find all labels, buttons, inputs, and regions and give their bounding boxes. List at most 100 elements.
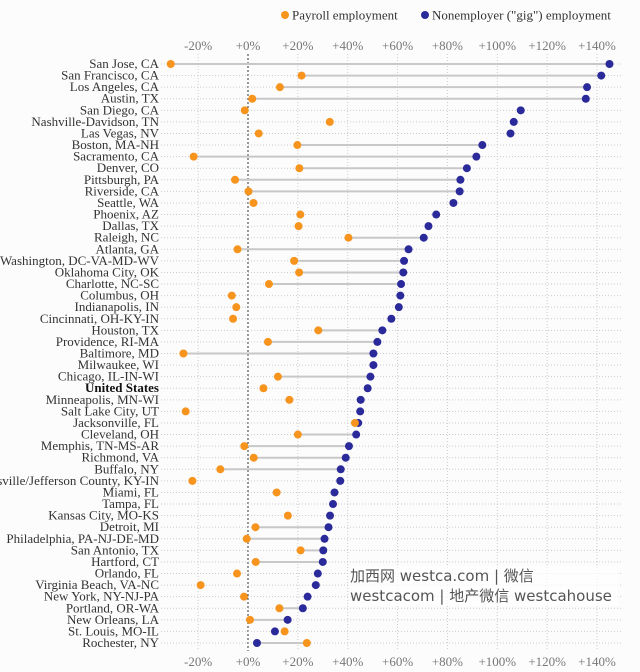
payroll-dot [232, 303, 241, 312]
gig-dot [400, 256, 409, 265]
gig-dot [352, 430, 361, 439]
row-label: Raleigh, NC [94, 230, 159, 245]
row-label: Miami, FL [103, 484, 159, 499]
gig-dot [318, 557, 327, 566]
gig-dot [387, 314, 396, 323]
gig-dot [341, 453, 350, 462]
payroll-dot [248, 94, 257, 103]
row-label: San Jose, CA [89, 56, 159, 71]
row-label: Jacksonville, FL [73, 415, 159, 430]
row-label: Dallas, TX [102, 218, 159, 233]
payroll-dot [189, 152, 198, 161]
x-tick-label-bottom: +20% [282, 654, 313, 669]
gig-dot [252, 639, 261, 647]
x-tick-label-bottom: +80% [432, 654, 463, 669]
payroll-dot [233, 569, 242, 578]
row-label: Rochester, NY [82, 635, 159, 650]
payroll-dot [251, 557, 260, 566]
payroll-dot [264, 280, 273, 289]
row-label: New York, NY-NJ-PA [44, 589, 160, 604]
payroll-dot [344, 233, 353, 242]
gig-dot [324, 523, 333, 532]
payroll-dot [196, 581, 205, 590]
payroll-dot [295, 164, 304, 173]
gig-dot [516, 106, 525, 115]
gig-dot [373, 337, 382, 346]
gig-dot [344, 442, 353, 451]
row-label: Los Angeles, CA [70, 79, 160, 94]
payroll-dot [293, 141, 302, 150]
gig-dot [369, 349, 378, 358]
gig-dot [583, 83, 592, 92]
payroll-dot [249, 453, 258, 462]
row-label: Detroit, MI [100, 519, 159, 534]
row-label: New Orleans, LA [67, 612, 160, 627]
gig-dot [363, 384, 372, 393]
row-label: Atlanta, GA [95, 241, 159, 256]
payroll-dot [233, 245, 242, 254]
row-label: San Francisco, CA [61, 68, 159, 83]
x-tick-label-bottom: -20% [184, 654, 212, 669]
payroll-dot [245, 615, 254, 624]
payroll-dot [293, 430, 302, 439]
payroll-dot [242, 534, 251, 543]
payroll-dot [296, 546, 305, 555]
row-label: Nashville-Davidson, TN [31, 114, 159, 129]
legend-marker-gig [421, 11, 429, 19]
payroll-dot [350, 418, 359, 427]
row-label: Milwaukee, WI [78, 357, 159, 372]
gig-dot [320, 534, 329, 543]
row-label: Cincinnati, OH-KY-IN [40, 311, 160, 326]
x-tick-label-bottom: +40% [332, 654, 363, 669]
row-label: Las Vegas, NV [81, 125, 160, 140]
gig-dot [283, 615, 292, 624]
row-label: Indianapolis, IN [75, 299, 160, 314]
gig-dot [336, 465, 345, 474]
row-label: Baltimore, MD [80, 346, 159, 361]
gig-dot [462, 164, 471, 173]
row-label: Portland, OR-WA [66, 600, 160, 615]
gig-dot [399, 268, 408, 277]
row-label: Riverside, CA [85, 183, 160, 198]
gig-dot [509, 117, 518, 126]
legend-label-payroll: Payroll employment [292, 8, 398, 23]
gig-dot [270, 627, 279, 636]
row-label: Seattle, WA [97, 195, 159, 210]
payroll-dot [229, 314, 238, 323]
payroll-dot [294, 222, 303, 231]
gig-dot [303, 592, 312, 601]
row-label: Sacramento, CA [73, 149, 160, 164]
payroll-dot [254, 129, 263, 138]
x-tick-label-top: +140% [578, 38, 616, 53]
gig-dot [366, 372, 375, 381]
x-tick-label-bottom: +100% [478, 654, 516, 669]
payroll-dot [273, 372, 282, 381]
payroll-dot [259, 384, 268, 393]
gig-dot [329, 500, 338, 509]
payroll-dot [263, 337, 272, 346]
row-label: Kansas City, MO-KS [48, 508, 159, 523]
payroll-dot [275, 604, 284, 613]
payroll-dot [166, 60, 175, 68]
payroll-dot [179, 349, 188, 358]
row-label: Austin, TX [101, 91, 160, 106]
gig-dot [478, 141, 487, 150]
gig-dot [424, 222, 433, 231]
row-label: Houston, TX [91, 322, 159, 337]
row-label: San Antonio, TX [71, 542, 160, 557]
gig-dot [581, 94, 590, 103]
row-label: United States [85, 380, 159, 395]
gig-dot [397, 280, 406, 289]
payroll-dot [251, 523, 260, 532]
row-label: San Diego, CA [80, 102, 160, 117]
x-tick-label-bottom: +0% [236, 654, 261, 669]
row-label: Charlotte, NC-SC [66, 276, 159, 291]
row-label: Cleveland, OH [81, 427, 159, 442]
payroll-dot [249, 198, 258, 207]
x-tick-label-top: +80% [432, 38, 463, 53]
row-label: St. Louis, MO-IL [68, 623, 159, 638]
x-tick-label-bottom: +60% [382, 654, 413, 669]
payroll-dot [297, 71, 306, 80]
gig-dot [506, 129, 515, 138]
